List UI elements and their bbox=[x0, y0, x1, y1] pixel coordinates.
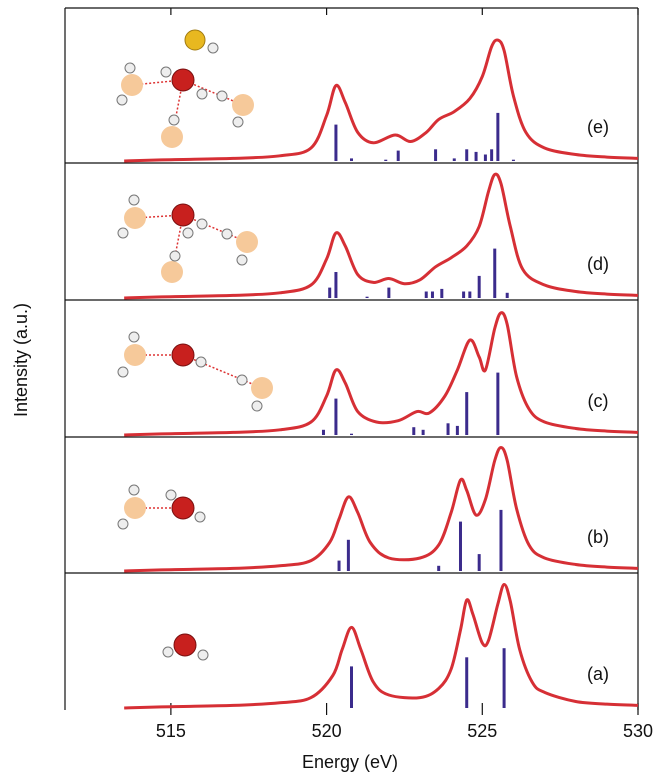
stick bbox=[465, 657, 469, 708]
y-axis-title: Intensity (a.u.) bbox=[11, 303, 31, 417]
stick bbox=[474, 151, 478, 161]
stick bbox=[440, 288, 444, 298]
stick bbox=[396, 150, 400, 161]
stick bbox=[465, 392, 469, 435]
stick bbox=[387, 287, 391, 298]
stick bbox=[328, 287, 332, 298]
stick bbox=[421, 429, 425, 435]
molecules bbox=[116, 29, 273, 661]
stick bbox=[468, 291, 472, 298]
stick bbox=[334, 398, 338, 435]
stick bbox=[437, 565, 441, 571]
x-tick-label: 525 bbox=[467, 721, 497, 741]
stick bbox=[499, 509, 503, 571]
stick bbox=[511, 159, 515, 161]
stick bbox=[430, 291, 434, 298]
spectrum-curve bbox=[124, 311, 639, 437]
stick bbox=[412, 427, 416, 435]
spectrum-curve bbox=[124, 38, 639, 163]
x-axis-title: Energy (eV) bbox=[302, 752, 398, 772]
x-tick-label: 515 bbox=[156, 721, 186, 741]
stick bbox=[334, 272, 338, 298]
panel-label: (d) bbox=[587, 254, 609, 274]
panel-label: (a) bbox=[587, 664, 609, 684]
stick bbox=[505, 292, 509, 298]
panel-label: (e) bbox=[587, 117, 609, 137]
stick bbox=[502, 648, 506, 708]
stick bbox=[452, 158, 456, 161]
stick bbox=[334, 124, 338, 161]
stick bbox=[446, 423, 450, 435]
stick bbox=[490, 149, 494, 161]
panel-label: (c) bbox=[588, 391, 609, 411]
stick bbox=[350, 666, 353, 708]
stick bbox=[350, 433, 353, 435]
stick bbox=[496, 372, 500, 435]
stick bbox=[462, 291, 466, 298]
spectrum-curve bbox=[124, 583, 639, 710]
stick bbox=[424, 291, 428, 298]
spectrum-curve bbox=[124, 446, 639, 573]
stick bbox=[346, 539, 350, 571]
x-tick-label: 530 bbox=[623, 721, 653, 741]
stick bbox=[493, 248, 497, 298]
stick bbox=[477, 275, 481, 298]
stick bbox=[350, 158, 353, 161]
stick bbox=[477, 554, 481, 571]
stick bbox=[337, 560, 341, 571]
stick bbox=[384, 159, 388, 161]
stick bbox=[321, 429, 325, 435]
stick bbox=[365, 296, 369, 298]
stick bbox=[455, 425, 459, 435]
spectrum-curve bbox=[124, 172, 639, 300]
stick bbox=[458, 521, 462, 571]
stick bbox=[483, 154, 487, 161]
x-tick-label: 520 bbox=[312, 721, 342, 741]
stick bbox=[434, 149, 438, 161]
stick bbox=[465, 149, 469, 161]
panel-label: (b) bbox=[587, 527, 609, 547]
stick bbox=[496, 112, 500, 161]
